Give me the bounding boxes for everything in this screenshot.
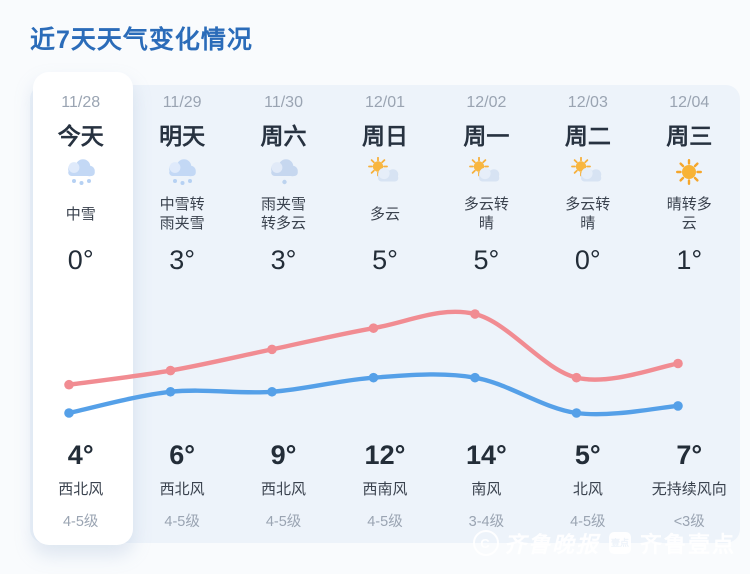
- wind-direction: 西北风: [58, 481, 104, 498]
- high-temp: 5°: [574, 440, 601, 470]
- condition-label: 晴转多云: [666, 196, 712, 232]
- condition-label: 多云转晴: [565, 196, 611, 232]
- brand2-text: 齐鲁壹点: [639, 532, 736, 557]
- day-column-tuesday[interactable]: 12/03 周二 多云转晴 0° 5° 北风 4-5级: [537, 85, 638, 543]
- day-column-monday[interactable]: 12/02 周一 多云转晴 5° 14° 南风 3-4级: [436, 85, 537, 543]
- wind-direction: 无持续风向: [651, 481, 727, 498]
- low-temp: 0°: [67, 245, 94, 275]
- wind-level: 3-4级: [468, 514, 505, 530]
- watermark: C 齐鲁晚报 壹点 齐鲁壹点: [472, 527, 736, 559]
- partly-cloudy-icon: [569, 156, 607, 187]
- high-temp: 12°: [364, 440, 406, 470]
- low-temp: 1°: [676, 245, 703, 275]
- low-temp: 3°: [169, 245, 196, 275]
- yidian-logo-icon: 壹点: [608, 532, 631, 554]
- date-label: 12/02: [466, 94, 507, 111]
- condition-label: 多云: [369, 205, 400, 223]
- low-temp: 0°: [574, 245, 601, 275]
- page-title: 近7天天气变化情况: [30, 26, 253, 54]
- day-name: 周一: [463, 123, 510, 149]
- day-column-wednesday[interactable]: 12/04 周三 晴转多云 1° 7° 无持续风向 <3级: [639, 85, 740, 543]
- day-name: 周三: [666, 123, 713, 149]
- brand1-text: 齐鲁晚报: [503, 532, 600, 557]
- day-column-saturday[interactable]: 11/30 周六 雨夹雪转多云 3° 9° 西北风 4-5级: [233, 85, 334, 543]
- wind-direction: 西北风: [159, 481, 205, 498]
- snow-icon: [62, 157, 100, 187]
- day-name: 周二: [564, 123, 611, 149]
- wind-level: 4-5级: [570, 514, 606, 530]
- wind-direction: 南风: [471, 481, 502, 498]
- wind-direction: 西南风: [362, 481, 408, 498]
- date-label: 12/04: [669, 94, 710, 111]
- partly-cloudy-icon: [366, 156, 404, 187]
- high-temp: 4°: [67, 440, 94, 470]
- sleet-icon: [265, 157, 303, 187]
- high-temp: 6°: [169, 440, 196, 470]
- low-temp: 5°: [372, 245, 398, 275]
- date-label: 12/01: [364, 94, 405, 111]
- wind-level: 4-5级: [62, 514, 99, 530]
- day-column-today[interactable]: 11/28 今天 中雪 0° 4° 西北风 4-5级: [30, 85, 131, 543]
- condition-label: 多云转晴: [463, 196, 509, 232]
- high-temp: 7°: [676, 440, 703, 470]
- low-temp: 3°: [270, 245, 297, 275]
- low-temp: 5°: [473, 245, 500, 275]
- day-name: 今天: [57, 123, 104, 149]
- condition-label: 雨夹雪转多云: [261, 196, 307, 232]
- high-temp: 14°: [465, 440, 507, 470]
- day-columns: 11/28 今天 中雪 0° 4° 西北风 4-5级 11/29 明天 中雪转雨…: [30, 85, 740, 543]
- day-name: 周日: [361, 123, 408, 149]
- partly-cloudy-icon: [467, 156, 505, 187]
- day-name: 明天: [159, 123, 206, 149]
- date-label: 11/30: [264, 94, 303, 111]
- date-label: 11/29: [162, 94, 202, 111]
- wind-level: 4-5级: [367, 514, 403, 530]
- wind-level: <3级: [673, 514, 705, 530]
- condition-label: 中雪: [65, 205, 96, 223]
- date-label: 12/03: [567, 94, 608, 111]
- high-temp: 9°: [270, 440, 297, 470]
- wind-level: 4-5级: [265, 514, 302, 530]
- day-name: 周六: [260, 123, 307, 149]
- wind-direction: 西北风: [261, 481, 307, 498]
- wind-direction: 北风: [572, 481, 603, 498]
- snow-icon: [163, 157, 201, 187]
- wind-level: 4-5级: [164, 514, 200, 530]
- copyright-icon: C: [472, 530, 499, 556]
- condition-label: 中雪转雨夹雪: [159, 196, 205, 232]
- sunny-icon: [670, 157, 708, 187]
- today-highlight-card: [33, 72, 133, 545]
- day-column-tomorrow[interactable]: 11/29 明天 中雪转雨夹雪 3° 6° 西北风 4-5级: [131, 85, 232, 543]
- date-label: 11/28: [61, 94, 101, 111]
- newspaper-brand: C 齐鲁晚报: [472, 527, 600, 559]
- day-column-sunday[interactable]: 12/01 周日 多云 5° 12° 西南风 4-5级: [334, 85, 435, 543]
